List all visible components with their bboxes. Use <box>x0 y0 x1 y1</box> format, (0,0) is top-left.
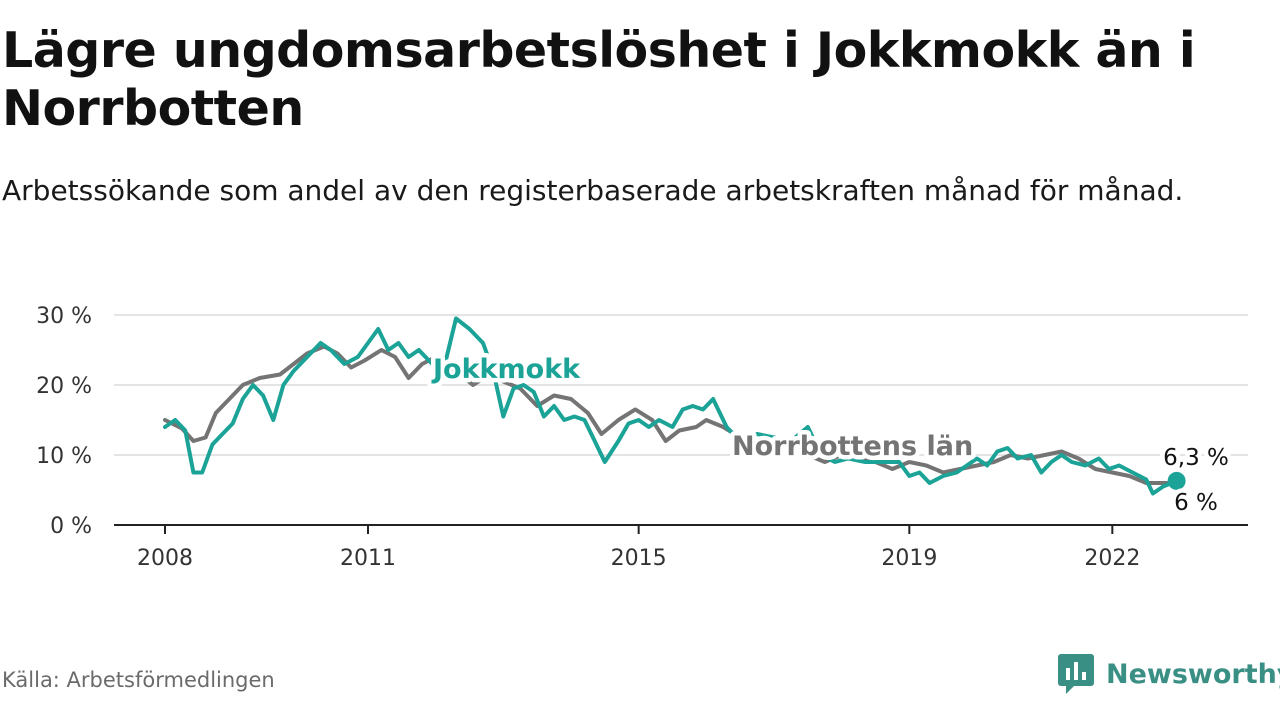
x-tick-label: 2011 <box>340 546 396 571</box>
series-label-norrbotten: Norrbottens län <box>732 431 973 462</box>
series-label-jokkmokk-halo: Jokkmokk <box>431 354 581 385</box>
end-label-jokkmokk: 6,3 % <box>1163 445 1229 471</box>
jokkmokk-end-marker <box>1167 471 1186 490</box>
x-tick-label: 2022 <box>1084 546 1140 571</box>
y-tick-label: 20 % <box>36 374 92 399</box>
series-line-jokkmokk <box>163 316 1179 496</box>
x-tick-label: 2015 <box>611 546 667 571</box>
end-label-jokkmokk-halo: 6,3 % <box>1163 445 1229 471</box>
series-label-norrbotten-halo: Norrbottens län <box>732 431 973 462</box>
end-label-norrbotten: 6 % <box>1174 490 1218 516</box>
x-tick-label: 2019 <box>881 546 937 571</box>
axes: 0 % 10 % 20 % 30 % 2008 2011 2015 2019 2022 <box>36 304 1248 571</box>
series-line-norrbotten <box>163 344 1179 485</box>
brand-name: Newsworthy <box>1106 658 1280 690</box>
x-tick-label: 2008 <box>137 546 193 571</box>
y-tick-label: 0 % <box>50 514 92 539</box>
brand[interactable]: Newsworthy <box>1058 654 1280 694</box>
source-note: Källa: Arbetsförmedlingen <box>2 668 275 692</box>
series-label-jokkmokk: Jokkmokk <box>431 354 581 385</box>
y-tick-label: 10 % <box>36 444 92 469</box>
chart-title: Lägre ungdomsarbetslöshet i Jokkmokk än … <box>2 22 1196 137</box>
newsworthy-logo-icon <box>1058 654 1094 694</box>
y-tick-label: 30 % <box>36 304 92 329</box>
chart-subtitle: Arbetssökande som andel av den registerb… <box>2 174 1184 207</box>
end-label-norrbotten-halo: 6 % <box>1174 490 1218 516</box>
series-lines <box>163 316 1186 496</box>
